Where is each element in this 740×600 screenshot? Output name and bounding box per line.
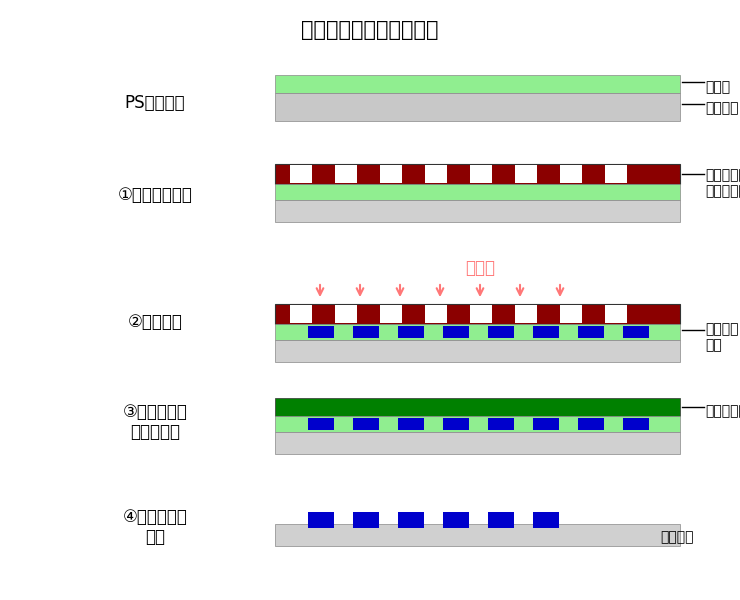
Text: ①フィルム密着: ①フィルム密着 [118,186,192,204]
Bar [275,432,680,454]
Bar [533,326,559,338]
Bar [488,418,514,430]
Bar [515,305,537,323]
Bar [290,165,312,183]
Bar [380,305,402,323]
Bar [275,398,680,416]
Bar [578,326,604,338]
Text: 現像インキ: 現像インキ [705,404,740,418]
Bar [578,418,604,430]
Bar [623,418,649,430]
Text: 版の完成: 版の完成 [660,530,693,544]
Bar [308,326,334,338]
Bar [335,305,357,323]
Text: ②焼き付け: ②焼き付け [127,313,183,331]
Bar [443,512,469,528]
Bar [335,165,357,183]
Text: ④非感光部の
流去: ④非感光部の 流去 [123,508,187,547]
Bar [560,305,582,323]
Bar [425,305,447,323]
Text: 感光膜: 感光膜 [705,80,730,94]
Bar [275,164,680,184]
Bar [308,418,334,430]
Bar [605,165,627,183]
Bar [275,75,680,93]
Text: ネガタイプ製版のしくみ: ネガタイプ製版のしくみ [301,20,439,40]
Text: ③脂肪性現像
インキ塗布: ③脂肪性現像 インキ塗布 [123,403,187,442]
Bar [275,304,680,324]
Text: ネガフィルム
（マスク版）: ネガフィルム （マスク版） [705,168,740,198]
Bar [275,93,680,121]
Bar [533,418,559,430]
Bar [290,305,312,323]
Text: 光　源: 光 源 [465,259,495,277]
Bar [398,512,424,528]
Bar [443,418,469,430]
Text: 感光部が
硬化: 感光部が 硬化 [705,322,739,352]
Bar [275,340,680,362]
Bar [275,184,680,200]
Bar [308,512,334,528]
Bar [488,326,514,338]
Text: アルミ版: アルミ版 [705,101,739,115]
Bar [353,418,379,430]
Bar [353,512,379,528]
Bar [275,200,680,222]
Bar [623,326,649,338]
Bar [443,326,469,338]
Text: PS版の断面: PS版の断面 [124,94,185,112]
Bar [380,165,402,183]
Bar [275,524,680,546]
Bar [398,418,424,430]
Bar [533,512,559,528]
Bar [275,324,680,340]
Bar [470,305,492,323]
Bar [470,165,492,183]
Bar [353,326,379,338]
Bar [488,512,514,528]
Bar [605,305,627,323]
Bar [515,165,537,183]
Bar [425,165,447,183]
Bar [398,326,424,338]
Bar [560,165,582,183]
Bar [275,416,680,432]
